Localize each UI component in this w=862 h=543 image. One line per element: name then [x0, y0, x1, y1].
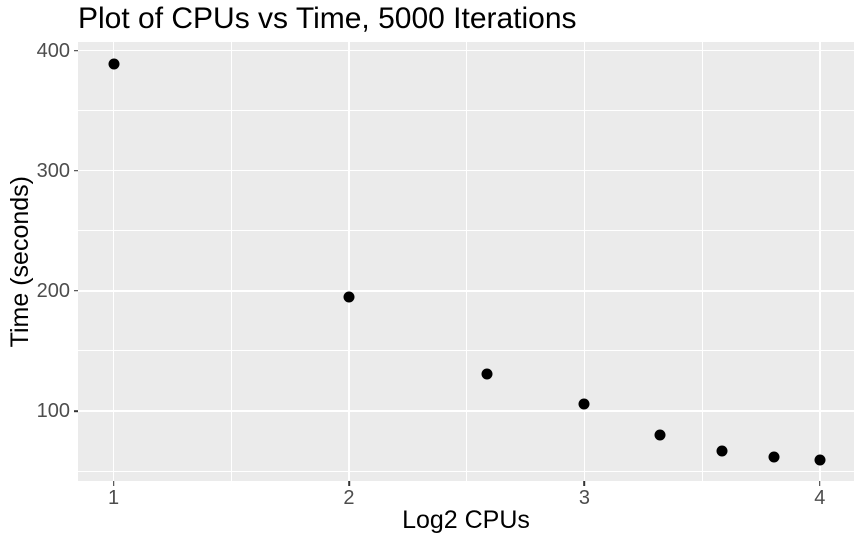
data-point — [481, 368, 493, 380]
x-tick-label: 4 — [814, 487, 826, 509]
gridline-major-y — [78, 290, 854, 292]
gridline-major-x — [112, 42, 115, 481]
data-point — [716, 445, 728, 457]
y-tick-label: 100 — [36, 399, 70, 422]
gridline-minor-x — [466, 42, 468, 481]
y-tick-label: 200 — [36, 279, 70, 302]
data-point — [108, 58, 120, 70]
gridline-major-y — [78, 410, 854, 412]
y-axis-tick — [73, 290, 78, 292]
plot-title: Plot of CPUs vs Time, 5000 Iterations — [78, 2, 577, 35]
gridline-minor-x — [701, 42, 703, 481]
x-tick-label: 1 — [107, 487, 120, 509]
data-point — [654, 429, 666, 441]
plot-panel — [78, 42, 854, 481]
y-tick-label: 300 — [36, 159, 70, 182]
x-axis-tick — [348, 481, 350, 486]
x-axis-tick — [112, 481, 115, 486]
gridline-major-y — [78, 49, 854, 52]
gridline-major-x — [348, 42, 350, 481]
gridline-major-x — [583, 42, 586, 481]
x-axis-title: Log2 CPUs — [402, 506, 530, 534]
x-tick-label: 3 — [578, 487, 590, 509]
y-axis-tick — [73, 410, 78, 412]
gridline-major-y — [78, 169, 854, 172]
x-axis-tick — [583, 481, 586, 486]
data-point — [343, 291, 355, 303]
y-axis-tick — [73, 169, 78, 172]
gridline-major-x — [819, 42, 821, 481]
y-axis-title-text: Time (seconds) — [5, 175, 34, 348]
y-tick-label: 400 — [36, 39, 70, 62]
data-point — [768, 451, 780, 463]
y-axis-tick — [73, 49, 78, 52]
x-tick-label: 2 — [343, 487, 355, 509]
gridline-minor-y — [78, 230, 854, 232]
data-point — [578, 398, 590, 410]
x-axis-tick — [819, 481, 821, 486]
gridline-minor-y — [78, 470, 854, 472]
gridline-minor-y — [78, 350, 854, 352]
gridline-minor-y — [78, 110, 854, 111]
data-point — [814, 454, 826, 466]
gridline-minor-x — [230, 42, 232, 481]
